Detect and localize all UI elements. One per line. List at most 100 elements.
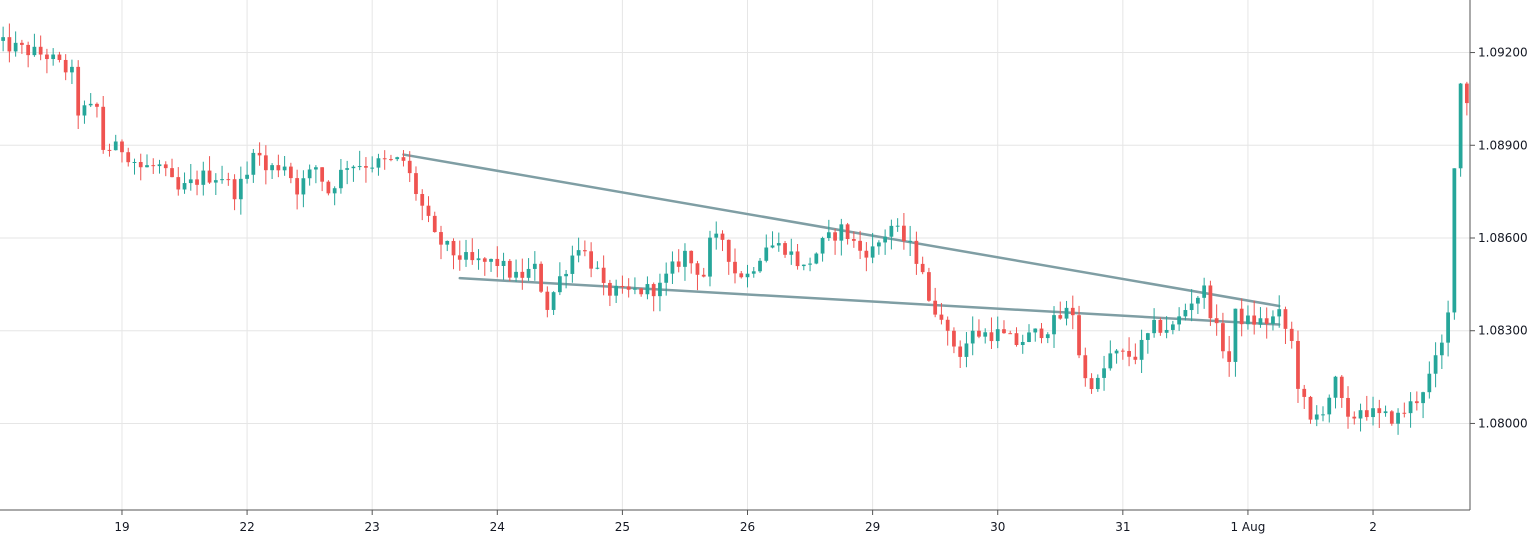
candle-body (1402, 412, 1407, 414)
candle-body (7, 37, 12, 52)
candle-body (151, 165, 156, 167)
candle-body (626, 286, 631, 290)
candle-down (1070, 295, 1075, 330)
candle-body (745, 273, 750, 278)
candle-body (489, 258, 493, 262)
candle-body (1289, 328, 1294, 341)
candle-up (282, 156, 287, 176)
candle-up (664, 262, 669, 296)
candle-body (20, 42, 24, 45)
candle-body (1120, 350, 1125, 352)
candle-body (576, 250, 581, 256)
candle-body (482, 258, 487, 262)
candle-up (576, 237, 581, 263)
candle-down (1083, 347, 1088, 387)
candle-down (739, 270, 744, 279)
candle-up (1258, 307, 1263, 328)
candle-body (1433, 355, 1438, 374)
candle-down (1402, 402, 1407, 418)
candle-body (902, 225, 906, 242)
candle-up (876, 240, 881, 255)
candle-up (188, 164, 193, 191)
candle-body (51, 54, 56, 60)
candle-body (1127, 350, 1131, 357)
candle-body (1095, 377, 1100, 390)
candle-body (170, 168, 174, 178)
candle-body (1371, 408, 1375, 418)
candle-up (1152, 308, 1156, 338)
x-tick-label: 24 (490, 520, 505, 534)
candle-down (457, 240, 462, 271)
candle-down (626, 278, 631, 298)
candle-down (38, 35, 43, 61)
x-tick-label: 25 (615, 520, 630, 534)
candle-body (814, 253, 819, 264)
candle-body (70, 66, 74, 73)
candle-body (1414, 401, 1419, 404)
candle-down (1296, 330, 1300, 403)
candle-down (320, 167, 325, 192)
candle-down (170, 158, 174, 178)
candle-up (1020, 334, 1025, 354)
x-tick-label: 31 (1115, 520, 1130, 534)
candle-down (207, 156, 212, 184)
candle-body (1070, 307, 1075, 316)
candle-body (257, 152, 262, 156)
candle-up (1145, 332, 1150, 354)
candle-body (776, 243, 781, 246)
candle-down (639, 287, 644, 297)
candle-body (952, 330, 956, 347)
candle-body (1, 37, 6, 41)
candle-down (1077, 305, 1081, 359)
candle-body (726, 239, 731, 262)
candle-body (113, 141, 118, 151)
candle-up (245, 161, 249, 184)
candle-body (1327, 397, 1332, 415)
candle-down (95, 102, 99, 118)
candle-body (407, 160, 412, 174)
trendline[interactable] (458, 276, 1281, 326)
candle-body (1045, 334, 1050, 339)
candle-body (708, 237, 712, 277)
candle-body (245, 174, 249, 179)
candle-up (595, 261, 600, 270)
candle-down (1308, 395, 1313, 424)
candle-down (407, 151, 412, 183)
candle-down (1002, 320, 1006, 334)
candle-up (645, 276, 650, 300)
candle-down (57, 51, 62, 63)
candle-body (858, 240, 862, 251)
candle-body (633, 288, 637, 290)
candle-up (633, 277, 637, 295)
candle-body (457, 255, 462, 260)
candle-up (489, 258, 493, 272)
candle-down (720, 230, 725, 252)
candle-down (1208, 280, 1213, 326)
candle-body (1027, 332, 1031, 343)
candle-body (826, 232, 831, 239)
candle-body (589, 251, 594, 269)
candle-body (1364, 410, 1369, 418)
candle-up (82, 100, 87, 124)
candle-body (570, 255, 575, 274)
candle-body (339, 169, 343, 189)
candle-up (1052, 306, 1056, 348)
candle-down (545, 286, 550, 318)
candle-down (933, 287, 938, 318)
candle-up (345, 160, 350, 185)
candle-body (801, 264, 806, 267)
candle-up (839, 218, 844, 256)
candle-body (895, 225, 900, 227)
candle-up (1, 26, 6, 52)
candle-up (532, 251, 537, 281)
candle-body (1377, 408, 1382, 414)
candle-down (676, 249, 681, 273)
candle-body (1446, 312, 1450, 343)
candle-body (1258, 318, 1263, 325)
candle-up (1064, 300, 1069, 326)
candle-body (357, 166, 362, 168)
candle-up (270, 163, 274, 179)
candle-down (276, 154, 281, 178)
candle-body (939, 314, 944, 320)
candle-body (26, 44, 31, 56)
